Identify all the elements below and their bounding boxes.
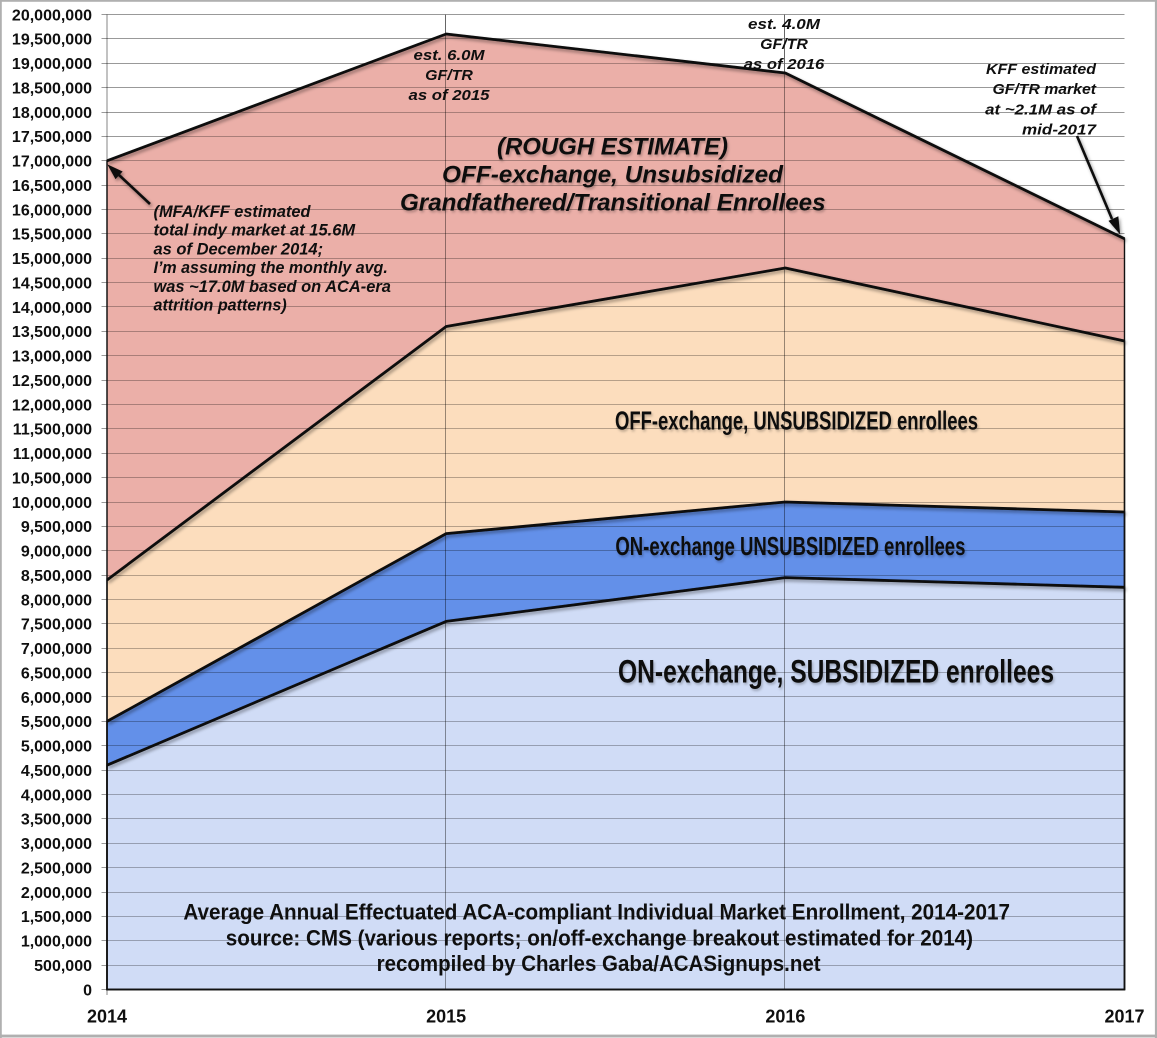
svg-text:7,000,000: 7,000,000: [21, 641, 92, 658]
svg-text:7,500,000: 7,500,000: [21, 617, 92, 634]
svg-text:GF/TR: GF/TR: [425, 67, 473, 84]
svg-text:2,500,000: 2,500,000: [21, 860, 92, 877]
svg-text:3,000,000: 3,000,000: [21, 836, 92, 853]
svg-text:Average Annual Effectuated ACA: Average Annual Effectuated ACA-compliant…: [183, 900, 1010, 925]
svg-text:ON-exchange, SUBSIDIZED enroll: ON-exchange, SUBSIDIZED enrollees: [618, 654, 1054, 690]
svg-text:1,500,000: 1,500,000: [21, 909, 92, 926]
svg-text:6,000,000: 6,000,000: [21, 690, 92, 707]
svg-text:mid-2017: mid-2017: [1022, 122, 1097, 139]
svg-text:0: 0: [83, 982, 92, 999]
svg-text:9,500,000: 9,500,000: [21, 519, 92, 536]
svg-text:12,500,000: 12,500,000: [12, 373, 92, 390]
svg-text:1,000,000: 1,000,000: [21, 934, 92, 951]
svg-text:I’m assuming the monthly avg.: I’m assuming the monthly avg.: [154, 259, 388, 277]
svg-text:2015: 2015: [426, 1007, 466, 1027]
svg-text:2014: 2014: [87, 1007, 127, 1027]
svg-text:as of 2016: as of 2016: [744, 56, 825, 73]
svg-text:12,000,000: 12,000,000: [12, 397, 92, 414]
svg-text:attrition patterns): attrition patterns): [154, 297, 288, 315]
svg-text:GF/TR market: GF/TR market: [993, 81, 1098, 98]
svg-text:6,500,000: 6,500,000: [21, 665, 92, 682]
svg-text:2017: 2017: [1105, 1007, 1145, 1027]
svg-text:recompiled by Charles Gaba/ACA: recompiled by Charles Gaba/ACASignups.ne…: [377, 951, 821, 976]
svg-text:16,000,000: 16,000,000: [12, 202, 92, 219]
svg-text:18,500,000: 18,500,000: [12, 80, 92, 97]
svg-text:ON-exchange UNSUBSIDIZED enrol: ON-exchange UNSUBSIDIZED enrollees: [615, 531, 965, 561]
svg-text:2,000,000: 2,000,000: [21, 885, 92, 902]
svg-text:KFF estimated: KFF estimated: [986, 61, 1097, 78]
svg-text:est. 6.0M: est. 6.0M: [414, 47, 486, 64]
svg-text:20,000,000: 20,000,000: [12, 7, 92, 24]
svg-text:(MFA/KFF estimated: (MFA/KFF estimated: [154, 203, 312, 221]
svg-text:8,500,000: 8,500,000: [21, 568, 92, 585]
svg-text:11,500,000: 11,500,000: [13, 422, 92, 439]
svg-text:as of 2015: as of 2015: [409, 87, 491, 104]
svg-text:14,000,000: 14,000,000: [12, 300, 92, 317]
svg-text:as of December 2014;: as of December 2014;: [154, 240, 324, 258]
svg-text:10,500,000: 10,500,000: [12, 470, 92, 487]
svg-text:5,500,000: 5,500,000: [21, 714, 92, 731]
svg-text:4,000,000: 4,000,000: [21, 787, 92, 804]
svg-text:19,000,000: 19,000,000: [12, 56, 92, 73]
svg-text:at ~2.1M as of: at ~2.1M as of: [985, 101, 1098, 118]
svg-text:13,000,000: 13,000,000: [12, 349, 92, 366]
svg-text:15,000,000: 15,000,000: [12, 251, 92, 268]
svg-text:OFF-exchange, Unsubsidized: OFF-exchange, Unsubsidized: [442, 162, 784, 189]
svg-text:total indy market at 15.6M: total indy market at 15.6M: [154, 222, 357, 240]
svg-text:(ROUGH ESTIMATE): (ROUGH ESTIMATE): [497, 134, 728, 161]
svg-text:14,500,000: 14,500,000: [12, 275, 92, 292]
svg-text:13,500,000: 13,500,000: [12, 324, 92, 341]
svg-text:17,500,000: 17,500,000: [12, 129, 92, 146]
svg-text:19,500,000: 19,500,000: [12, 32, 92, 49]
svg-text:15,500,000: 15,500,000: [12, 227, 92, 244]
svg-text:8,000,000: 8,000,000: [21, 592, 92, 609]
svg-text:11,000,000: 11,000,000: [13, 446, 92, 463]
svg-text:OFF-exchange, UNSUBSIDIZED enr: OFF-exchange, UNSUBSIDIZED enrollees: [615, 406, 978, 436]
svg-text:16,500,000: 16,500,000: [12, 178, 92, 195]
svg-text:17,000,000: 17,000,000: [12, 154, 92, 171]
svg-text:est. 4.0M: est. 4.0M: [748, 16, 821, 33]
svg-text:2016: 2016: [765, 1007, 805, 1027]
svg-text:GF/TR: GF/TR: [760, 36, 808, 53]
svg-text:9,000,000: 9,000,000: [21, 544, 92, 561]
svg-text:source: CMS (various reports;: source: CMS (various reports; on/off-exc…: [226, 926, 973, 951]
svg-text:was ~17.0M based on ACA-era: was ~17.0M based on ACA-era: [154, 278, 391, 296]
svg-text:5,000,000: 5,000,000: [21, 739, 92, 756]
svg-text:10,000,000: 10,000,000: [12, 495, 92, 512]
svg-text:18,000,000: 18,000,000: [12, 105, 92, 122]
svg-text:4,500,000: 4,500,000: [21, 763, 92, 780]
svg-text:500,000: 500,000: [34, 958, 92, 975]
svg-text:Grandfathered/Transitional Enr: Grandfathered/Transitional Enrollees: [400, 190, 826, 217]
svg-text:3,500,000: 3,500,000: [21, 812, 92, 829]
